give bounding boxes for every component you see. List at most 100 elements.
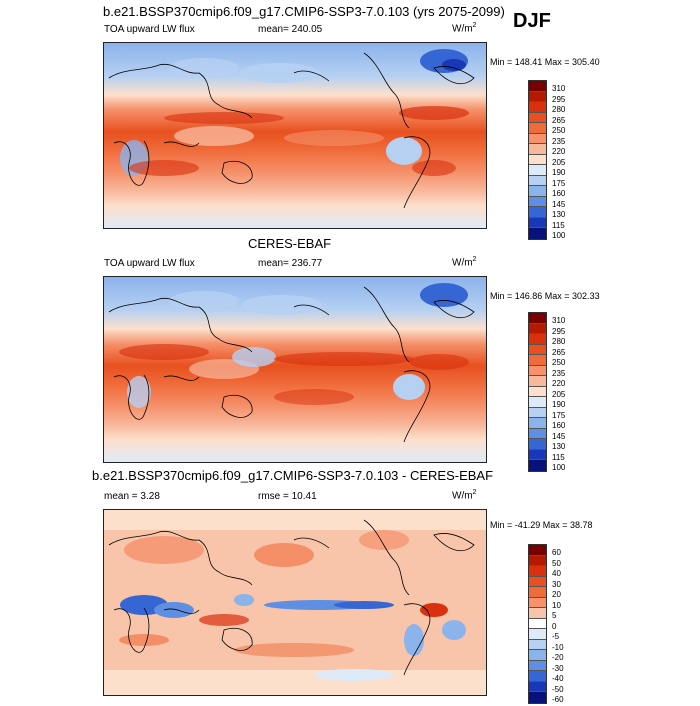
colorbar-box [529,671,546,682]
colorbar-box [529,91,546,102]
panel-1-mean-label: mean= 240.05 [258,24,323,35]
colorbar-box [529,186,546,197]
figure-title: b.e21.BSSP370cmip6.f09_g17.CMIP6-SSP3-7.… [103,4,505,19]
colorbar-label: -60 [552,695,564,704]
colorbar-box [529,692,546,703]
colorbar-label: -40 [552,674,564,683]
colorbar-label: 295 [552,94,566,104]
colorbar-label: 310 [552,316,566,325]
colorbar-box [529,587,546,598]
colorbar-box [529,323,546,334]
colorbar-box [529,555,546,566]
panel-2-title: CERES-EBAF [248,236,332,251]
colorbar-box [529,407,546,418]
colorbar-box [529,196,546,207]
colorbar-box [529,439,546,450]
panel-2-units-label: W/m2 [452,256,477,269]
colorbar-label: 175 [552,178,566,188]
colorbar-box [529,576,546,587]
season-label: DJF [513,10,551,32]
colorbar-label: 10 [552,600,561,610]
colorbar-box [529,165,546,176]
colorbar-label: 50 [552,558,561,568]
colorbar-label: 295 [552,326,566,336]
panel-3-rmse-label: rmse = 10.41 [258,491,317,502]
colorbar-label: 265 [552,115,566,125]
colorbar-label: 220 [552,147,566,156]
colorbar-box [529,639,546,650]
panel-1-map [103,42,487,229]
colorbar-label: 100 [552,231,566,240]
colorbar-box [529,123,546,134]
colorbar-box [529,376,546,387]
panel-3-colorbar-labels: 60 50 40 30 20 10 5 0 -5 -10 -20 -30 -40… [552,548,564,706]
panel-2-mean-label: mean= 236.77 [258,258,323,269]
colorbar-label: 250 [552,126,566,135]
colorbar-box [529,207,546,218]
colorbar-box [529,355,546,366]
colorbar-box [529,418,546,429]
colorbar-box [529,228,546,239]
colorbar-label: 145 [552,199,566,209]
colorbar-label: 280 [552,105,566,114]
colorbar-box [529,102,546,113]
panel-3-colorbar [528,544,547,704]
panel-2-variable-label: TOA upward LW flux [104,258,195,269]
colorbar-box [529,660,546,671]
colorbar-box [529,112,546,123]
colorbar-box [529,313,546,324]
colorbar-box [529,608,546,619]
colorbar-label: -50 [552,684,564,694]
panel-2-colorbar [528,312,547,472]
colorbar-label: 100 [552,463,566,472]
panel-1-colorbar [528,80,547,240]
colorbar-label: 265 [552,347,566,357]
colorbar-label: 160 [552,421,566,430]
colorbar-label: 30 [552,579,561,589]
colorbar-label: 250 [552,358,566,367]
colorbar-label: 235 [552,368,566,378]
colorbar-box [529,365,546,376]
colorbar-box [529,545,546,556]
colorbar-label: 115 [552,220,565,230]
colorbar-box [529,175,546,186]
colorbar-label: 160 [552,189,566,198]
colorbar-label: 280 [552,337,566,346]
panel-2-colorbar-labels: 310 295 280 265 250 235 220 205 190 175 … [552,316,565,474]
colorbar-label: 235 [552,136,566,146]
colorbar-label: 205 [552,157,566,167]
panel-2-minmax-label: Min = 146.86 Max = 302.33 [490,291,600,301]
colorbar-label: 0 [552,621,557,631]
colorbar-box [529,629,546,640]
colorbar-box [529,154,546,165]
colorbar-label: 130 [552,210,566,219]
panel-3-units-label: W/m2 [452,489,477,502]
panel-1-variable-label: TOA upward LW flux [104,24,195,35]
colorbar-label: 115 [552,452,565,462]
colorbar-label: 60 [552,548,561,557]
colorbar-label: -20 [552,653,564,662]
colorbar-box [529,386,546,397]
colorbar-label: 130 [552,442,566,451]
colorbar-label: 220 [552,379,566,388]
panel-1-units-label: W/m2 [452,22,477,35]
colorbar-box [529,397,546,408]
colorbar-box [529,566,546,577]
colorbar-label: -30 [552,663,564,673]
panel-3-title: b.e21.BSSP370cmip6.f09_g17.CMIP6-SSP3-7.… [92,468,494,483]
colorbar-box [529,344,546,355]
panel-3-map [103,509,487,696]
colorbar-box [529,133,546,144]
colorbar-box [529,618,546,629]
colorbar-label: 190 [552,400,566,409]
colorbar-box [529,449,546,460]
colorbar-label: 145 [552,431,566,441]
panel-3-minmax-label: Min = -41.29 Max = 38.78 [490,520,593,530]
colorbar-label: 40 [552,569,561,578]
colorbar-label: -5 [552,632,560,641]
colorbar-label: -10 [552,642,564,652]
colorbar-box [529,597,546,608]
colorbar-label: 310 [552,84,566,93]
colorbar-label: 175 [552,410,566,420]
panel-2-map [103,276,487,463]
